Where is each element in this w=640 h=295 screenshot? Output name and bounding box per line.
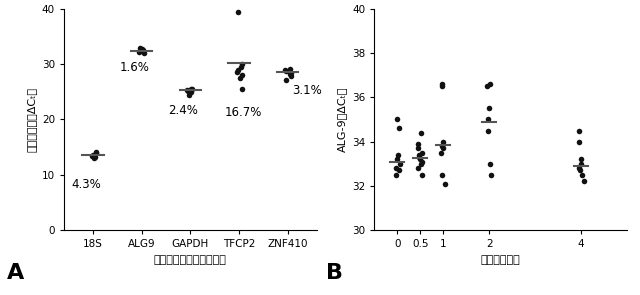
Point [237,62,248,67]
Point [573,139,584,144]
Point [575,168,585,173]
Point [182,87,193,92]
Point [483,128,493,133]
Text: A: A [6,263,24,283]
Point [417,172,427,177]
Point [413,142,423,146]
Point [285,66,296,71]
Point [236,65,246,69]
Point [437,84,447,89]
X-axis label: ハウスキーピング遣伝子: ハウスキーピング遣伝子 [154,255,227,265]
Point [482,84,492,89]
Point [88,153,99,157]
Point [417,159,427,164]
Point [86,154,97,158]
Point [281,77,291,82]
Point [233,9,243,14]
Point [390,172,401,177]
Point [280,67,291,72]
Point [394,168,404,173]
Point [91,150,101,155]
Point [394,161,404,166]
Point [135,46,145,50]
Point [286,71,296,75]
Point [484,106,494,111]
Point [91,151,101,155]
Point [484,161,495,166]
Point [437,146,447,150]
Point [436,150,446,155]
Point [186,86,196,91]
Point [90,155,100,159]
Point [416,130,426,135]
Point [138,51,148,55]
Point [440,181,451,186]
Point [280,69,291,74]
Point [413,155,424,160]
Point [417,150,427,155]
Text: B: B [326,263,344,283]
Point [394,126,404,131]
Point [232,70,243,75]
Point [392,117,403,122]
Point [576,161,586,166]
X-axis label: 時間（時間）: 時間（時間） [481,255,521,265]
Text: 3.1%: 3.1% [292,83,323,96]
Point [184,92,194,97]
Point [188,87,198,91]
Point [437,144,447,148]
Text: 4.3%: 4.3% [71,178,101,191]
Point [285,73,296,78]
Point [416,161,426,166]
Point [577,172,587,177]
Point [392,157,403,162]
Point [138,48,148,53]
Point [413,146,424,150]
Point [237,73,248,78]
Point [138,48,148,53]
Point [574,166,584,171]
Point [486,172,497,177]
Point [436,172,447,177]
Point [483,117,493,122]
Y-axis label: 転写物発現（ΔCₜ）: 転写物発現（ΔCₜ） [26,87,36,152]
Point [233,67,243,72]
Point [237,87,247,91]
Point [415,157,426,162]
Point [437,82,447,86]
Point [284,72,294,76]
Point [574,128,584,133]
Point [88,156,99,160]
Point [393,153,403,157]
Point [438,139,449,144]
Point [413,153,424,157]
Point [137,47,147,52]
Text: 1.6%: 1.6% [120,61,150,74]
Text: 2.4%: 2.4% [168,104,198,117]
Point [390,166,401,171]
Point [183,88,193,93]
Point [579,179,589,184]
Text: 16.7%: 16.7% [225,106,262,119]
Point [186,89,196,94]
Point [133,50,143,54]
Point [236,76,246,80]
Y-axis label: ALG-9（ΔCₜ）: ALG-9（ΔCₜ） [337,87,346,152]
Point [413,166,423,171]
Point [576,157,586,162]
Point [485,82,495,86]
